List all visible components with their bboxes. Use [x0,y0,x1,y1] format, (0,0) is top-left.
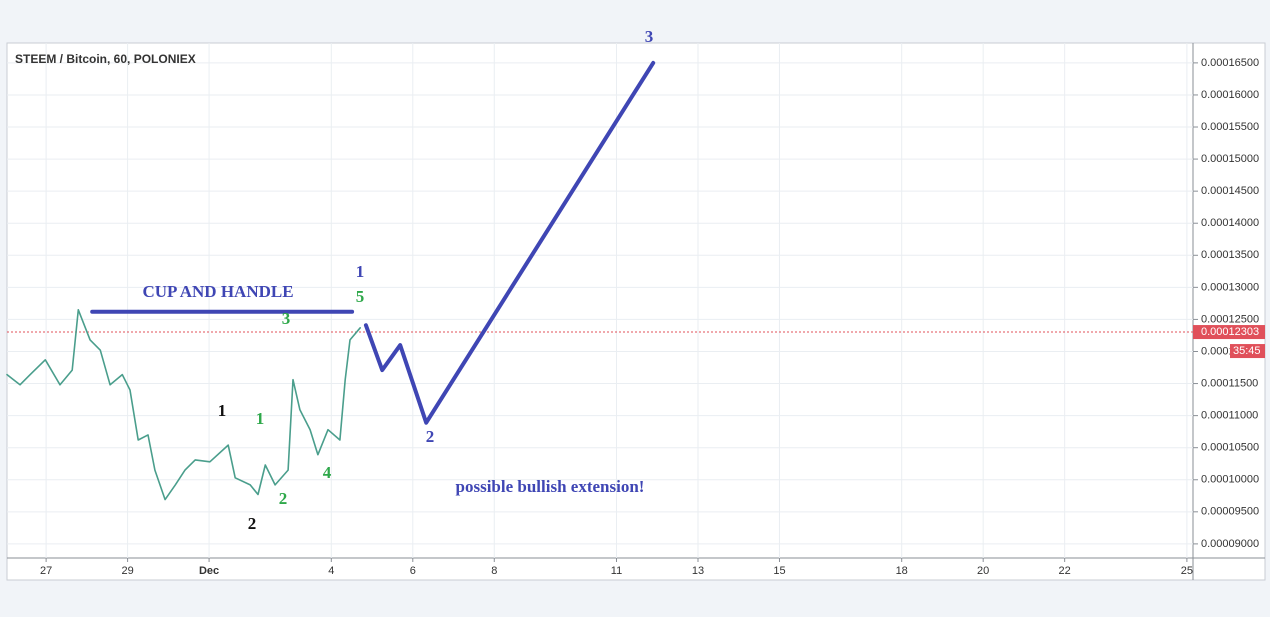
y-tick-label: 0.00009000 [1201,538,1259,550]
annotation: CUP AND HANDLE [142,282,293,301]
x-tick-label: 25 [1181,565,1193,577]
x-tick-label: 18 [896,565,908,577]
x-tick-label: 11 [611,565,622,577]
y-tick-label: 0.00010500 [1201,442,1259,454]
x-tick-label: 4 [328,565,334,577]
annotation: 3 [645,27,654,46]
x-tick-label: 20 [977,565,989,577]
y-tick-label: 0.00016000 [1201,89,1259,101]
countdown-label: 35:45 [1233,345,1261,357]
y-tick-label: 0.00013500 [1201,249,1259,261]
annotation: 1 [218,401,227,420]
countdown-tag [1230,344,1265,359]
x-tick-label: 29 [121,565,133,577]
x-tick-label: Dec [199,565,219,577]
annotation: 2 [248,514,257,533]
y-tick-label: 0.00016500 [1201,57,1259,69]
annotation: 2 [279,489,288,508]
x-tick-label: 6 [410,565,416,577]
x-tick-label: 27 [40,565,52,577]
y-tick-label: 0.00014500 [1201,185,1259,197]
x-tick-label: 13 [692,565,704,577]
chart-title: STEEM / Bitcoin, 60, POLONIEX [15,52,196,66]
y-tick-label: 0.00011500 [1201,377,1258,389]
series-line [6,309,361,501]
y-tick-label: 0.00009500 [1201,506,1259,518]
y-tick-label: 0.00015500 [1201,121,1259,133]
annotation: 1 [256,409,265,428]
annotation: 4 [323,463,332,482]
x-tick-label: 15 [773,565,785,577]
annotation: possible bullish extension! [456,477,645,496]
price-tag-label: 0.00012303 [1201,326,1259,338]
y-tick-label: 0.00014000 [1201,217,1259,229]
y-tick-label: 0.00013000 [1201,281,1259,293]
grid [7,43,1193,558]
price-tag [1193,325,1265,340]
annotation: 2 [426,427,435,446]
y-tick-label: 0.00012500 [1201,313,1259,325]
x-tick-label: 22 [1059,565,1071,577]
plot [6,60,1193,501]
x-tick-label: 8 [491,565,497,577]
annotation: 1 [356,262,365,281]
y-tick-label: 0.00015000 [1201,153,1259,165]
y-tick-label: 0.00010000 [1201,474,1259,486]
series-line [363,60,656,425]
y-tick-label: 0.00011000 [1201,410,1258,422]
annotation: 3 [282,309,291,328]
annotation: 5 [356,287,365,306]
